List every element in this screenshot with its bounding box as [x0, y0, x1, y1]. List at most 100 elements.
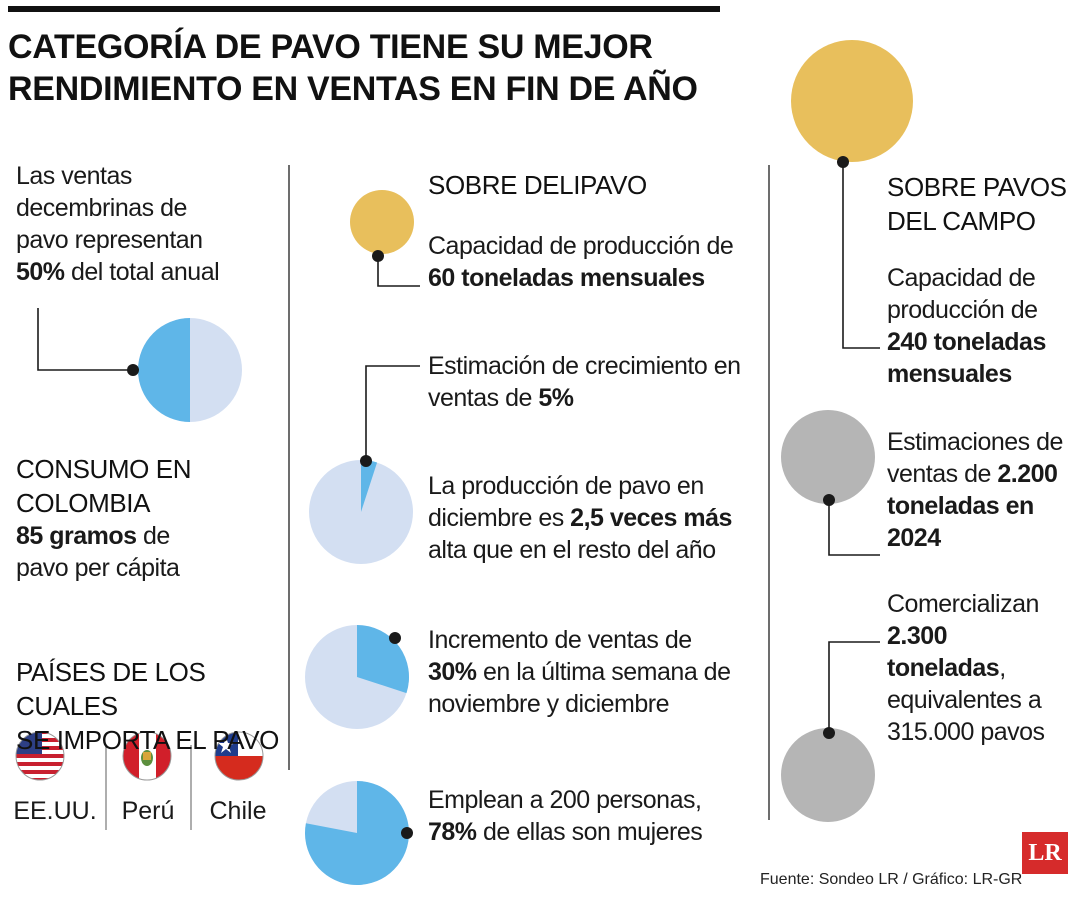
leader-line-2200t — [828, 500, 880, 556]
pie78-slice-share-slice — [305, 781, 409, 886]
employees-rest: de ellas son mujeres — [476, 818, 703, 846]
consumption-rest: de — [136, 522, 170, 550]
countries-heading: PAÍSES DE LOS CUALES SE IMPORTA EL PAVO — [16, 655, 286, 757]
title-line-2: RENDIMIENTO EN VENTAS EN FIN DE AÑO — [8, 70, 698, 108]
pavos-campo-head-2: DEL CAMPO — [887, 206, 1036, 236]
stat-line-4: 50% del total anual — [16, 256, 276, 288]
growth-line-1: Estimación de crecimiento en — [428, 352, 741, 380]
consumption-head-2: COLOMBIA — [16, 488, 151, 518]
leader-dots — [127, 156, 849, 839]
pie-chart-5 — [309, 460, 413, 564]
stat-rest: del total anual — [64, 258, 220, 286]
pie-chart-30 — [305, 625, 409, 729]
pie50-slice-share-slice — [138, 318, 190, 422]
growth-bold: 5% — [538, 384, 574, 412]
title-line-1: CATEGORÍA DE PAVO TIENE SU MEJOR — [8, 28, 653, 66]
dot-5pct — [360, 455, 372, 467]
sales-line-4: equivalentes a — [887, 686, 1042, 714]
consumption-head-1: CONSUMO EN — [16, 454, 192, 484]
top-rule — [8, 6, 720, 12]
sales-bold-1: 2.300 — [887, 622, 948, 650]
delipavo-capacity: Capacidad de producción de 60 toneladas … — [428, 230, 758, 294]
pie-chart-50 — [138, 318, 242, 422]
sales-line-3: toneladas, — [887, 652, 1077, 684]
leader-line-240t — [842, 162, 880, 349]
consumption-bold: 85 gramos — [16, 522, 137, 550]
production-pre: diciembre es — [428, 504, 571, 532]
stat-line-3: pavo representan — [16, 226, 203, 254]
pavos-campo-estimate: Estimaciones de ventas de 2.200 tonelada… — [887, 426, 1077, 554]
stat-line-1: Las ventas — [16, 162, 132, 190]
country-label-chile: Chile — [209, 797, 267, 825]
delipavo-increase: Incremento de ventas de 30% en la última… — [428, 624, 758, 720]
production-bold: 2,5 veces más — [570, 504, 732, 532]
estimate-line-1: Estimaciones de — [887, 428, 1063, 456]
delipavo-heading: SOBRE DELIPAVO — [428, 170, 647, 200]
commercialized-circle — [781, 728, 875, 822]
peru-flag-icon — [123, 732, 171, 780]
growth-pre: ventas de — [428, 384, 539, 412]
consumption-line-3: pavo per cápita — [16, 554, 180, 582]
sales-estimate-circle — [781, 410, 875, 504]
pie5-slice-share-slice — [361, 460, 378, 512]
increase-line-1: Incremento de ventas de — [428, 626, 692, 654]
estimate-bold-3: 2024 — [887, 524, 941, 552]
country-label-peru: Perú — [121, 797, 175, 825]
dot-78pct — [401, 827, 413, 839]
column-divider-left — [288, 165, 290, 770]
lr-logo: LR — [1022, 832, 1068, 874]
production-line-1: La producción de pavo en — [428, 472, 704, 500]
countries-head-1: PAÍSES DE LOS CUALES — [16, 657, 206, 721]
stat-line-2: decembrinas de — [16, 194, 187, 222]
dot-50 — [127, 364, 139, 376]
campo-capacity-bold-1: 240 toneladas — [887, 328, 1046, 356]
consumption-heading: CONSUMO EN COLOMBIA — [16, 452, 276, 520]
delipavo-capacity-bold: 60 toneladas mensuales — [428, 264, 705, 292]
stat-december-share: Las ventas decembrinas de pavo represent… — [16, 160, 276, 288]
source-credit: Fuente: Sondeo LR / Gráfico: LR-GR — [760, 871, 1023, 888]
leader-lines — [37, 162, 880, 733]
dot-2200t — [823, 494, 835, 506]
employees-line-2: 78% de ellas son mujeres — [428, 816, 758, 848]
increase-line-2: 30% en la última semana de — [428, 656, 758, 688]
campo-capacity-bold-2: mensuales — [887, 360, 1012, 388]
delipavo-growth: Estimación de crecimiento en ventas de 5… — [428, 350, 758, 414]
stat-bold-50: 50% — [16, 258, 65, 286]
consumption-value-line: 85 gramos de — [16, 520, 276, 552]
dot-2300t — [823, 727, 835, 739]
delipavo-production: La producción de pavo en diciembre es 2,… — [428, 470, 758, 566]
pavos-campo-heading: SOBRE PAVOS DEL CAMPO — [887, 170, 1077, 238]
increase-rest: en la última semana de — [476, 658, 731, 686]
leader-line-2300t — [828, 641, 880, 733]
dot-240t — [837, 156, 849, 168]
leader-line-50 — [37, 308, 133, 371]
usa-flag-icon — [16, 732, 64, 780]
leader-line-5pct — [365, 365, 420, 461]
pie-chart-78 — [305, 781, 409, 886]
country-label-usa: EE.UU. — [13, 797, 97, 825]
sales-line-1: Comercializan — [887, 590, 1039, 618]
sales-comma: , — [999, 654, 1006, 682]
sales-line-5: 315.000 pavos — [887, 718, 1045, 746]
countries-head-2: SE IMPORTA EL PAVO — [16, 725, 279, 755]
employees-line-1: Emplean a 200 personas, — [428, 786, 702, 814]
delipavo-capacity-line-1: Capacidad de producción de — [428, 232, 734, 260]
pavos-campo-capacity-circle — [791, 40, 913, 162]
pavos-campo-head-1: SOBRE PAVOS — [887, 172, 1067, 202]
campo-capacity-line-2: producción de — [887, 296, 1038, 324]
estimate-bold-2: toneladas en — [887, 492, 1034, 520]
campo-capacity-line-1: Capacidad de — [887, 264, 1036, 292]
production-line-3: alta que en el resto del año — [428, 536, 716, 564]
dot-30pct — [389, 632, 401, 644]
increase-bold: 30% — [428, 658, 477, 686]
dot-60t — [372, 250, 384, 262]
growth-line-2: ventas de 5% — [428, 382, 758, 414]
consumption-block: CONSUMO EN COLOMBIA 85 gramos de pavo pe… — [16, 452, 276, 584]
column-divider-right — [768, 165, 770, 820]
production-line-2: diciembre es 2,5 veces más — [428, 502, 758, 534]
increase-line-3: noviembre y diciembre — [428, 690, 670, 718]
pavos-campo-capacity: Capacidad de producción de 240 toneladas… — [887, 262, 1077, 390]
delipavo-capacity-circle — [350, 190, 414, 254]
sales-bold-2: toneladas — [887, 654, 1000, 682]
